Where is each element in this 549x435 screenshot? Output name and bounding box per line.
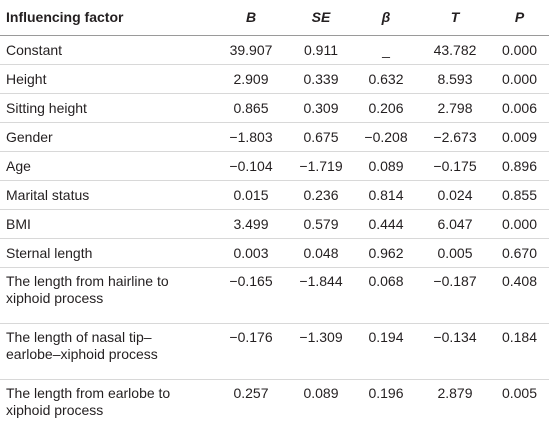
value-cell: −0.175 (420, 152, 490, 181)
value-cell: 0.814 (352, 181, 420, 210)
value-cell: −0.104 (212, 152, 290, 181)
value-cell: 0.000 (490, 36, 549, 65)
value-cell: 39.907 (212, 36, 290, 65)
value-cell: 43.782 (420, 36, 490, 65)
value-cell: 0.048 (290, 239, 352, 268)
factor-cell: Sternal length (0, 239, 212, 268)
value-cell: 0.005 (490, 380, 549, 435)
table-row: The length of nasal tip–earlobe–xiphoid … (0, 324, 549, 380)
factor-cell: The length of nasal tip–earlobe–xiphoid … (0, 324, 212, 380)
value-cell: 0.003 (212, 239, 290, 268)
table-row: The length from hairline to xiphoid proc… (0, 268, 549, 324)
value-cell: 0.009 (490, 123, 549, 152)
value-cell: −1.719 (290, 152, 352, 181)
header-cell: Influencing factor (0, 0, 212, 36)
value-cell: −2.673 (420, 123, 490, 152)
value-cell: −1.803 (212, 123, 290, 152)
value-cell: 0.000 (490, 210, 549, 239)
value-cell: 0.236 (290, 181, 352, 210)
value-cell: 0.962 (352, 239, 420, 268)
value-cell: 0.896 (490, 152, 549, 181)
value-cell: 8.593 (420, 65, 490, 94)
value-cell: 0.911 (290, 36, 352, 65)
value-cell: 0.089 (352, 152, 420, 181)
value-cell: −0.208 (352, 123, 420, 152)
value-cell: 0.194 (352, 324, 420, 380)
value-cell: −1.844 (290, 268, 352, 324)
value-cell: 0.675 (290, 123, 352, 152)
value-cell: 0.206 (352, 94, 420, 123)
value-cell: −0.165 (212, 268, 290, 324)
factor-cell: Height (0, 65, 212, 94)
value-cell: 0.024 (420, 181, 490, 210)
value-cell: 0.006 (490, 94, 549, 123)
value-cell: 2.909 (212, 65, 290, 94)
value-cell: 0.257 (212, 380, 290, 435)
factor-cell: The length from earlobe to xiphoid proce… (0, 380, 212, 435)
factor-cell: Sitting height (0, 94, 212, 123)
factor-cell: Marital status (0, 181, 212, 210)
value-cell: 0.408 (490, 268, 549, 324)
factor-cell: BMI (0, 210, 212, 239)
header-cell: T (420, 0, 490, 36)
value-cell: 0.865 (212, 94, 290, 123)
value-cell: _ (352, 36, 420, 65)
value-cell: 0.000 (490, 65, 549, 94)
value-cell: 0.670 (490, 239, 549, 268)
value-cell: −0.176 (212, 324, 290, 380)
value-cell: 0.309 (290, 94, 352, 123)
value-cell: 0.632 (352, 65, 420, 94)
value-cell: −0.134 (420, 324, 490, 380)
value-cell: 6.047 (420, 210, 490, 239)
factor-cell: The length from hairline to xiphoid proc… (0, 268, 212, 324)
header-cell: β (352, 0, 420, 36)
value-cell: 0.579 (290, 210, 352, 239)
value-cell: 0.068 (352, 268, 420, 324)
value-cell: 0.184 (490, 324, 549, 380)
factor-cell: Age (0, 152, 212, 181)
value-cell: 0.855 (490, 181, 549, 210)
value-cell: −1.309 (290, 324, 352, 380)
value-cell: 0.015 (212, 181, 290, 210)
header-cell: P (490, 0, 549, 36)
value-cell: 2.879 (420, 380, 490, 435)
header-cell: SE (290, 0, 352, 36)
factor-cell: Gender (0, 123, 212, 152)
value-cell: 0.005 (420, 239, 490, 268)
value-cell: 3.499 (212, 210, 290, 239)
value-cell: 0.339 (290, 65, 352, 94)
table-row: The length from earlobe to xiphoid proce… (0, 380, 549, 435)
value-cell: 2.798 (420, 94, 490, 123)
value-cell: −0.187 (420, 268, 490, 324)
value-cell: 0.089 (290, 380, 352, 435)
factor-cell: Constant (0, 36, 212, 65)
value-cell: 0.196 (352, 380, 420, 435)
header-cell: B (212, 0, 290, 36)
value-cell: 0.444 (352, 210, 420, 239)
